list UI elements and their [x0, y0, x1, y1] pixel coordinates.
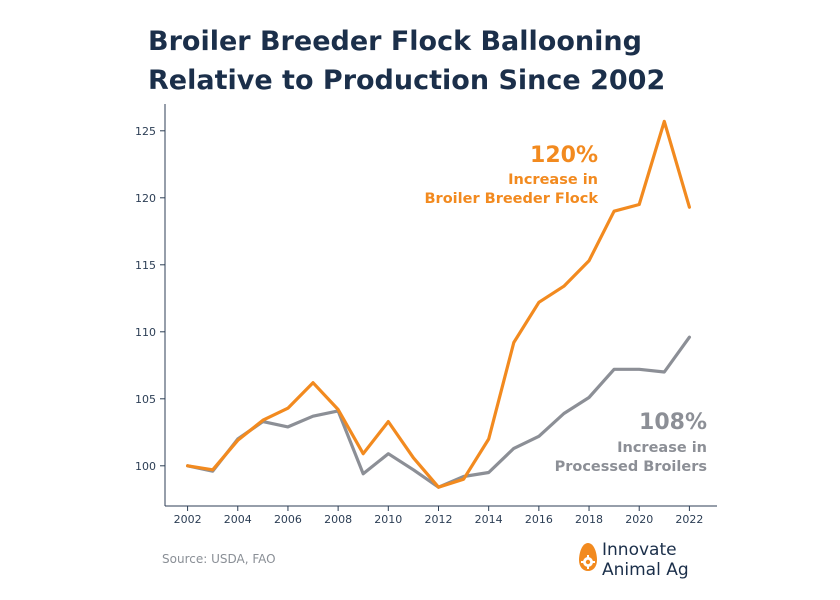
y-tick-label: 100	[135, 460, 156, 473]
series-line-broiler-breeder-flock	[186, 119, 692, 489]
x-tick-label: 2006	[274, 513, 302, 526]
source-note: Source: USDA, FAO	[162, 552, 276, 566]
y-tick-label: 105	[135, 393, 156, 406]
x-tick-group: 2002 2004 2006 2008 2010 2012 2014 2016 2018 2020…	[174, 506, 703, 526]
x-tick-label: 2022	[675, 513, 703, 526]
x-tick-label: 2010	[374, 513, 402, 526]
annotation-flock: 120% Increase in Broiler Breeder Flock	[425, 143, 599, 207]
x-tick-label: 2018	[575, 513, 603, 526]
brand-logo: Innovate Animal Ag	[578, 540, 718, 584]
x-tick-label: 2002	[174, 513, 202, 526]
series-layer	[186, 119, 692, 489]
logo-line-1: Innovate	[602, 540, 677, 560]
y-tick-label: 115	[135, 259, 156, 272]
x-tick-label: 2012	[424, 513, 452, 526]
annotation-broilers-line-1: Increase in	[617, 440, 707, 456]
annotation-broilers: 108% Increase in Processed Broilers	[555, 410, 707, 475]
annotation-flock-value: 120%	[530, 143, 598, 168]
chart-title-line-1: Broiler Breeder Flock Ballooning	[148, 26, 642, 57]
egg-gear-icon	[579, 543, 597, 571]
y-tick-label: 125	[135, 125, 156, 138]
x-tick-label: 2016	[525, 513, 553, 526]
chart-title: Broiler Breeder Flock Ballooning Relativ…	[148, 22, 748, 100]
logo-text: Innovate Animal Ag	[602, 540, 689, 580]
annotation-broilers-value: 108%	[639, 410, 707, 435]
x-tick-label: 2020	[625, 513, 653, 526]
x-tick-label: 2014	[475, 513, 503, 526]
y-tick-group: 100 105 110 115 120 125	[135, 125, 165, 473]
y-tick-label: 110	[135, 326, 156, 339]
x-tick-label: 2004	[224, 513, 252, 526]
annotation-broilers-line-2: Processed Broilers	[555, 459, 707, 475]
logo-line-2: Animal Ag	[602, 560, 689, 580]
y-tick-label: 120	[135, 192, 156, 205]
annotation-flock-line-1: Increase in	[508, 172, 598, 188]
chart-title-line-2: Relative to Production Since 2002	[148, 65, 666, 96]
x-tick-label: 2008	[324, 513, 352, 526]
annotation-flock-line-2: Broiler Breeder Flock	[425, 191, 599, 207]
chart-axes	[164, 104, 717, 507]
